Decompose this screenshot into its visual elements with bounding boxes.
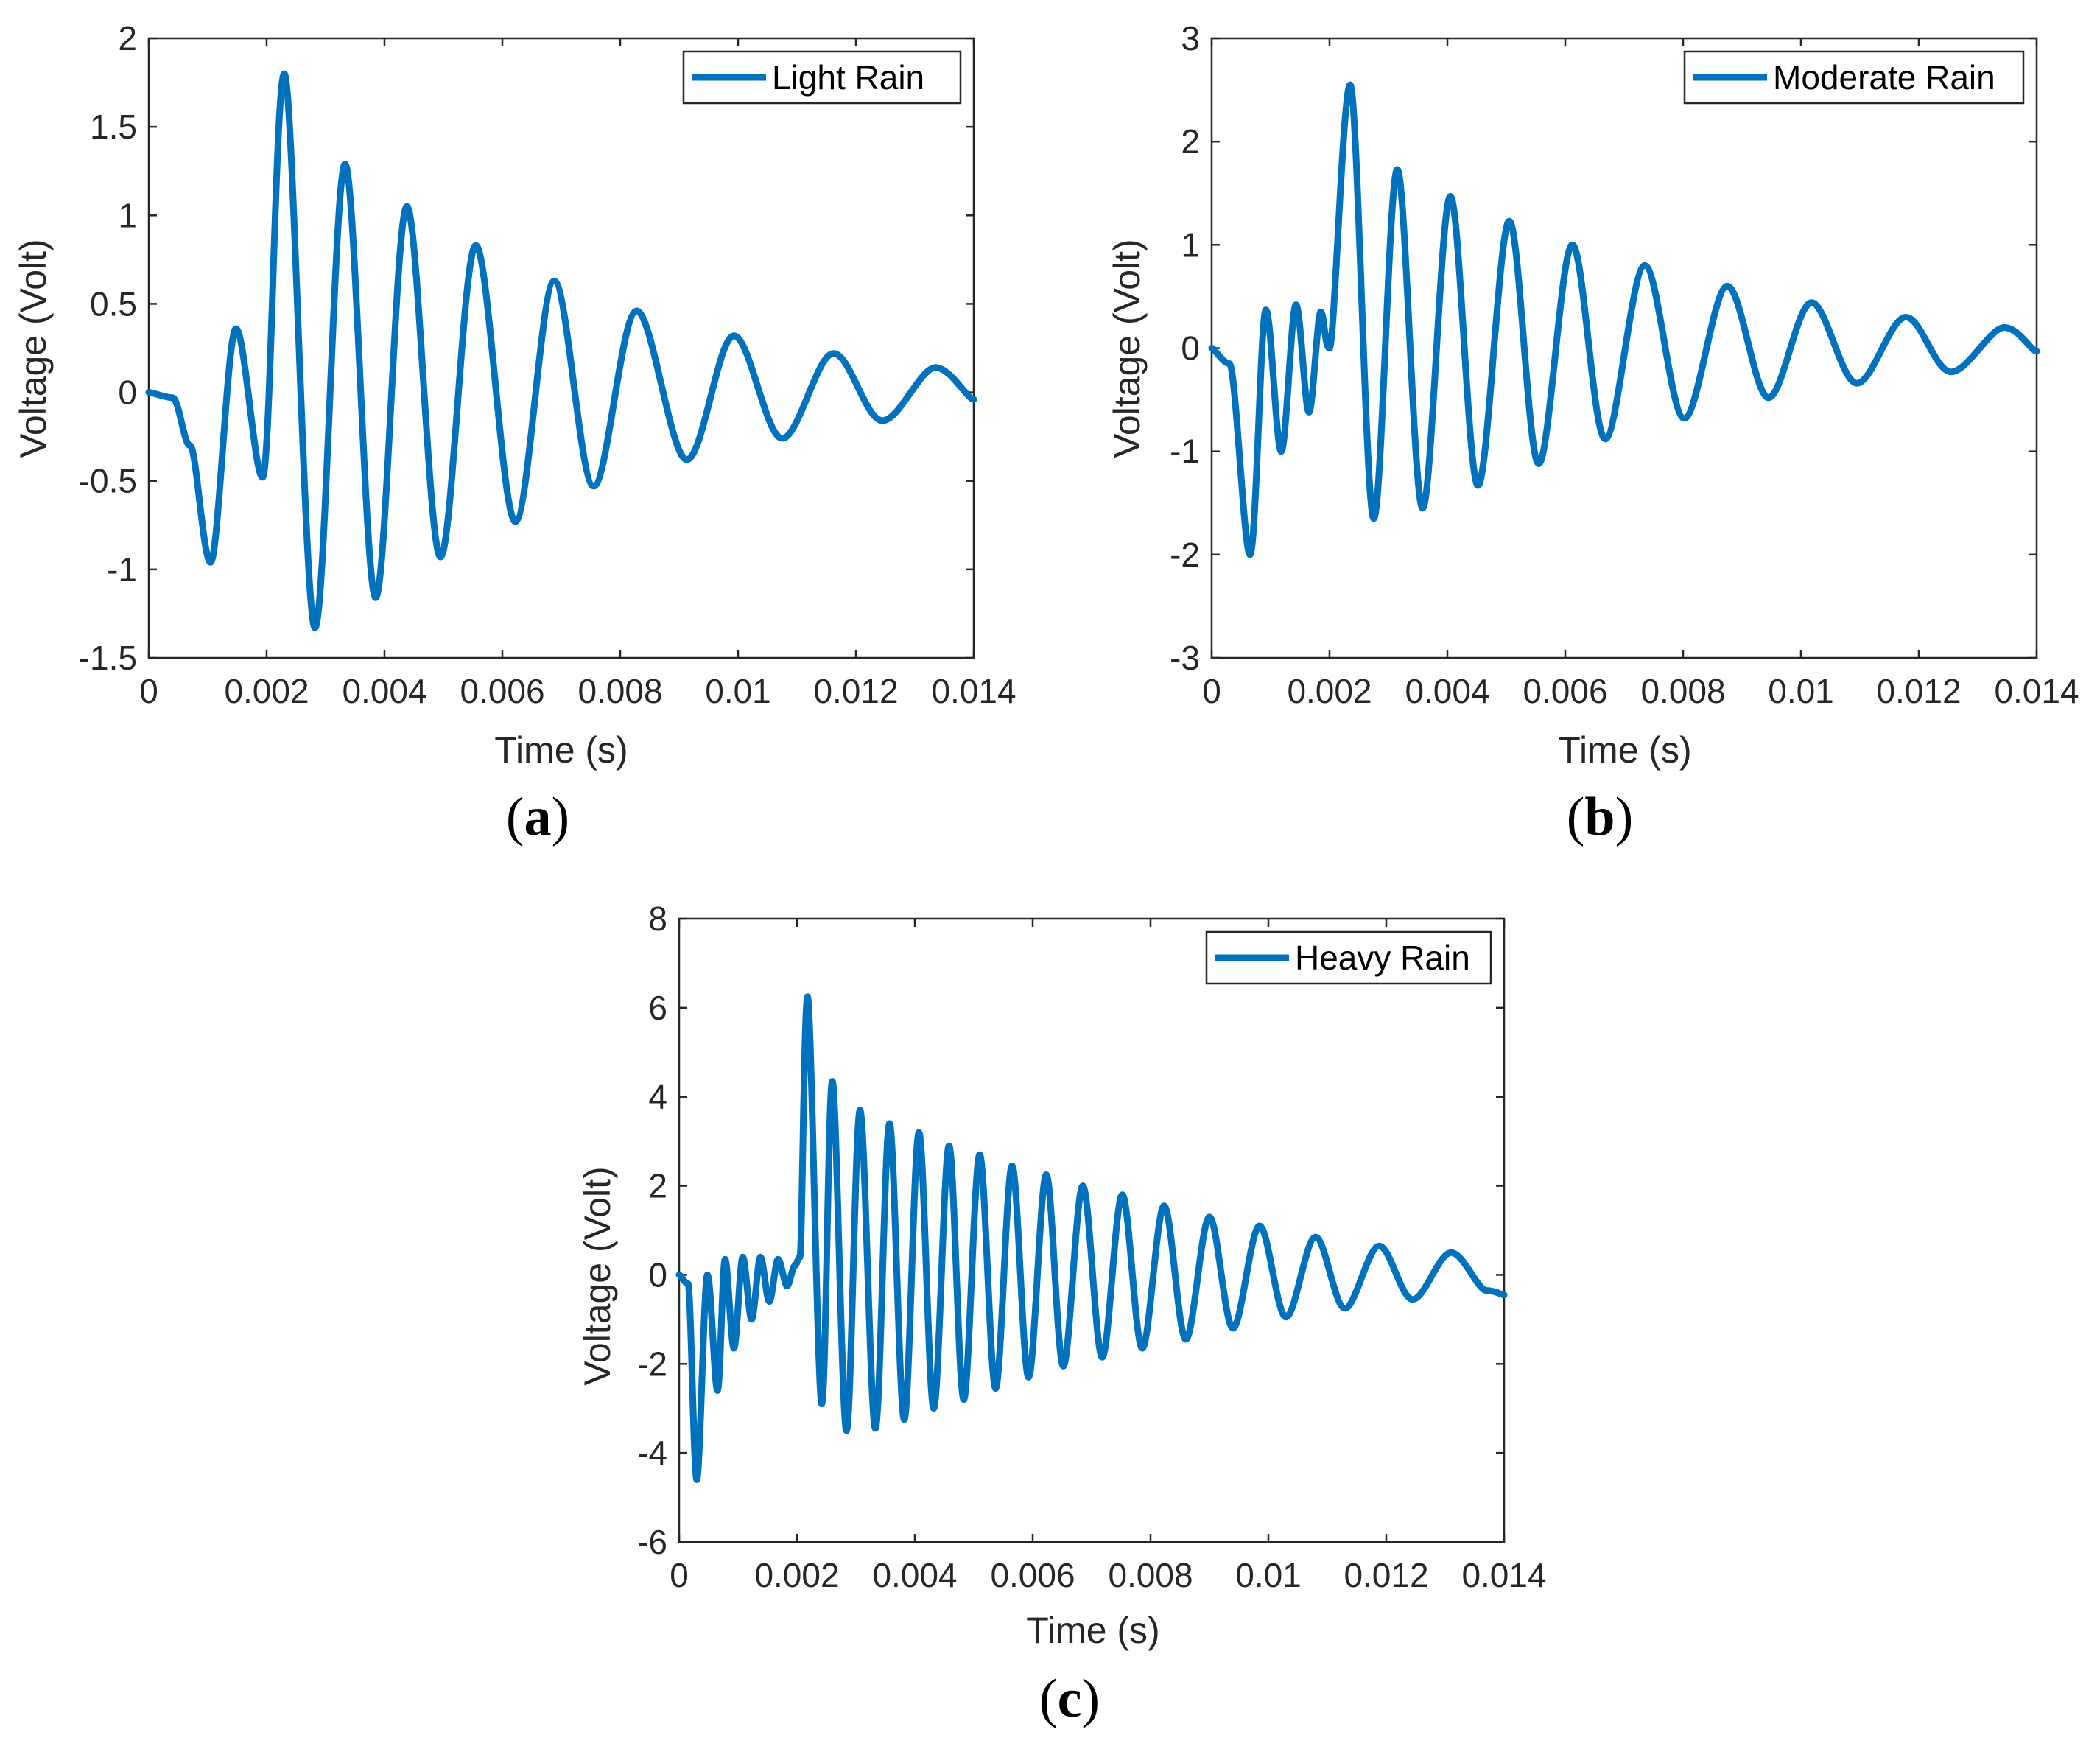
- y-tick-label: 2: [648, 1167, 667, 1205]
- x-tick-label: 0.014: [1461, 1556, 1546, 1594]
- y-tick-label: 2: [118, 19, 137, 57]
- x-tick-label: 0.008: [1108, 1556, 1193, 1594]
- x-tick-label: 0: [139, 672, 158, 710]
- y-tick-label: -6: [637, 1523, 667, 1561]
- legend-label: Light Rain: [772, 58, 924, 97]
- x-tick-label: 0.008: [1640, 672, 1725, 710]
- y-tick-label: 3: [1181, 19, 1200, 57]
- axes-frame-c: [678, 917, 1506, 1543]
- y-tick-label: 1: [118, 196, 137, 234]
- x-axis-label-c: Time (s): [1026, 1610, 1159, 1651]
- panel-label-b-letter: b: [1584, 787, 1615, 847]
- legend-c: Heavy Rain: [1205, 930, 1492, 985]
- y-axis-label-a: Voltage (Volt): [13, 239, 54, 458]
- x-tick-label: 0: [1202, 672, 1221, 710]
- y-tick-label: 0: [118, 374, 137, 412]
- plot-area-a: 0 0.002 0.004 0.006 0.008 0.01 0.012 0.014 -1.5 -…: [79, 19, 1016, 710]
- chart-panel-b: 0 0.002 0.004 0.006 0.008 0.01 0.012 0.014 -3 -2 -…: [1106, 19, 2079, 847]
- y-tick-label: -4: [637, 1434, 667, 1472]
- y-tick-label: 1: [1181, 225, 1200, 264]
- legend-label: Moderate Rain: [1773, 58, 1995, 97]
- y-tick-label: 1.5: [90, 108, 137, 146]
- y-tick-label: -1: [107, 550, 137, 589]
- y-tick-label: 0.5: [90, 284, 137, 323]
- x-tick-label: 0.012: [1876, 672, 1961, 710]
- x-tick-label: 0.002: [754, 1556, 839, 1594]
- legend-a: Light Rain: [682, 50, 962, 105]
- x-axis-label-b: Time (s): [1558, 729, 1691, 771]
- y-tick-label: 0: [1181, 329, 1200, 368]
- panel-label-c-letter: c: [1058, 1669, 1082, 1729]
- x-tick-label: 0.006: [990, 1556, 1075, 1594]
- series-line-b: [1208, 81, 2040, 558]
- series-line-c: [675, 993, 1508, 1483]
- y-tick-label: -2: [637, 1345, 667, 1383]
- y-tick-label: 6: [648, 989, 667, 1027]
- panel-label-c: (c): [1039, 1669, 1100, 1729]
- axes-frame-a: [147, 37, 975, 659]
- x-tick-label: 0.01: [705, 672, 771, 710]
- x-tick-label: 0.01: [1768, 672, 1834, 710]
- plot-area-b: 0 0.002 0.004 0.006 0.008 0.01 0.012 0.014 -3 -2 -…: [1170, 19, 2079, 710]
- legend-label: Heavy Rain: [1295, 939, 1470, 977]
- plot-area-c: 0 0.002 0.004 0.006 0.008 0.01 0.012 0.014 -6 -4 -…: [637, 900, 1546, 1594]
- panel-label-a-letter: a: [524, 787, 552, 847]
- y-tick-label: 8: [648, 900, 667, 938]
- y-tick-label: 2: [1181, 122, 1200, 161]
- x-tick-label: 0.014: [1994, 672, 2079, 710]
- y-tick-label: -0.5: [79, 462, 137, 500]
- y-tick-label: 0: [648, 1255, 667, 1294]
- x-tick-label: 0.006: [1523, 672, 1607, 710]
- series-line-a: [145, 70, 977, 631]
- y-tick-label: -2: [1170, 536, 1200, 574]
- x-tick-label: 0.002: [1287, 672, 1372, 710]
- panel-label-b: (b): [1567, 787, 1633, 847]
- x-tick-label: 0.014: [931, 672, 1016, 710]
- x-tick-label: 0.012: [1344, 1556, 1428, 1594]
- x-tick-label: 0.012: [813, 672, 898, 710]
- x-tick-label: 0.006: [460, 672, 544, 710]
- x-tick-label: 0.004: [872, 1556, 957, 1594]
- x-tick-label: 0.004: [342, 672, 426, 710]
- panel-label-a: (a): [506, 787, 569, 847]
- y-axis-label-c: Voltage (Volt): [577, 1166, 618, 1385]
- legend-b: Moderate Rain: [1683, 50, 2025, 105]
- y-axis-label-b: Voltage (Volt): [1106, 239, 1148, 458]
- y-tick-label: -3: [1170, 639, 1200, 677]
- x-tick-label: 0.002: [224, 672, 309, 710]
- y-tick-label: 4: [648, 1078, 667, 1116]
- y-tick-label: -1: [1170, 432, 1200, 471]
- chart-panel-a: 0 0.002 0.004 0.006 0.008 0.01 0.012 0.014 -1.5 -…: [13, 19, 1016, 847]
- x-axis-label-a: Time (s): [494, 729, 628, 771]
- x-tick-label: 0.004: [1405, 672, 1489, 710]
- x-tick-label: 0.008: [577, 672, 662, 710]
- y-tick-label: -1.5: [79, 639, 137, 677]
- x-tick-label: 0: [670, 1556, 689, 1594]
- x-tick-label: 0.01: [1235, 1556, 1302, 1594]
- chart-panel-c: 0 0.002 0.004 0.006 0.008 0.01 0.012 0.014 -6 -4 -…: [577, 900, 1547, 1729]
